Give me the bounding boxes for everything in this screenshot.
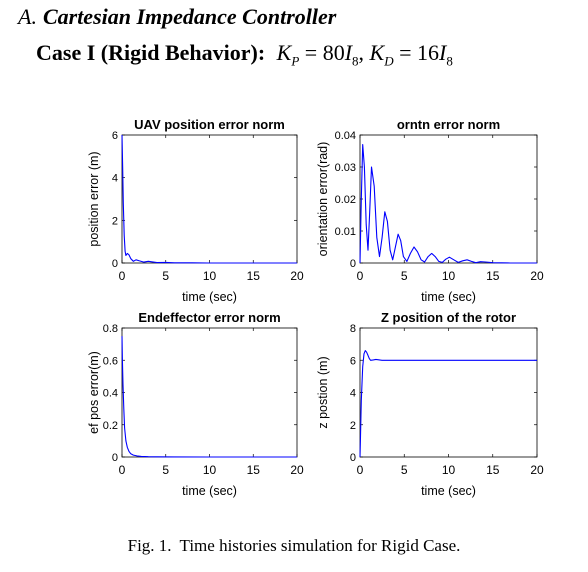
section-number: A.: [18, 4, 37, 29]
series-line: [121, 336, 297, 458]
y-tick-label: 0.4: [103, 388, 118, 400]
y-tick-label: 0.01: [335, 226, 356, 238]
x-tick-label: 0: [357, 463, 364, 477]
section-title: Cartesian Impedance Controller: [42, 4, 337, 29]
case-label: Case I (Rigid Behavior):: [36, 40, 266, 65]
y-axis-label: z postion (m): [316, 356, 330, 428]
y-tick-label: 6: [350, 355, 356, 367]
plot-frame: [121, 134, 298, 264]
x-tick-label: 5: [162, 269, 169, 283]
case-heading: Case I (Rigid Behavior): KP = 80I8, KD =…: [36, 40, 453, 69]
chart-title: UAV position error norm: [134, 117, 285, 132]
chart-title: Z position of the rotor: [381, 310, 516, 325]
x-tick-label: 10: [442, 463, 456, 477]
x-axis-label: time (sec): [182, 484, 237, 498]
y-tick-label: 0.02: [335, 194, 356, 206]
y-tick-label: 0.8: [103, 323, 118, 335]
chart-title: orntn error norm: [397, 117, 500, 132]
series-line: [359, 144, 537, 264]
chart-panel-4: Z position of the rotor 0 5 10 15 20 0 2 4 6 8 time…: [316, 310, 544, 498]
x-tick-label: 15: [247, 463, 261, 477]
y-axis-label: position error (m): [87, 151, 101, 246]
plot-frame: [121, 327, 298, 458]
section-heading: A. Cartesian Impedance Controller: [18, 4, 336, 30]
caption-text: Time histories simulation for Rigid Case…: [179, 536, 461, 555]
x-tick-label: 15: [486, 463, 500, 477]
y-tick-label: 0: [112, 452, 118, 464]
y-tick-label: 8: [350, 323, 356, 335]
y-tick-label: 2: [112, 215, 118, 227]
x-tick-label: 5: [401, 269, 408, 283]
y-tick-label: 0: [112, 258, 118, 270]
chart-title: Endeffector error norm: [138, 310, 280, 325]
figure-caption: Fig. 1. Time histories simulation for Rig…: [0, 536, 588, 556]
x-tick-label: 20: [530, 269, 544, 283]
x-tick-label: 0: [119, 463, 126, 477]
y-tick-label: 0.04: [335, 130, 356, 142]
y-tick-label: 0.6: [103, 355, 118, 367]
x-tick-label: 10: [442, 269, 456, 283]
x-axis-label: time (sec): [421, 484, 476, 498]
x-tick-label: 15: [486, 269, 500, 283]
caption-label: Fig. 1.: [127, 536, 172, 555]
x-axis-label: time (sec): [421, 290, 476, 304]
y-axis-label: ef pos error(m): [87, 351, 101, 434]
y-tick-label: 0: [350, 452, 356, 464]
x-tick-label: 0: [119, 269, 126, 283]
series-line: [359, 350, 537, 458]
chart-panel-3: Endeffector error norm 0 5 10 15 20 0 0.2 0.4 0.6…: [87, 310, 304, 498]
x-tick-label: 15: [247, 269, 261, 283]
x-tick-label: 0: [357, 269, 364, 283]
y-tick-label: 2: [350, 420, 356, 432]
y-tick-label: 0.2: [103, 420, 118, 432]
x-tick-label: 10: [203, 269, 217, 283]
chart-panel-2: orntn error norm 0 5 10 15 20 0 0.01 0.02 0.03 0.0…: [316, 117, 544, 304]
x-axis-label: time (sec): [182, 290, 237, 304]
x-tick-label: 20: [290, 463, 304, 477]
y-tick-label: 0.03: [335, 162, 356, 174]
x-tick-label: 5: [162, 463, 169, 477]
y-tick-label: 0: [350, 258, 356, 270]
y-tick-label: 4: [112, 173, 118, 185]
plot-frame: [359, 134, 538, 264]
x-tick-label: 20: [530, 463, 544, 477]
series-line: [121, 134, 297, 264]
y-axis-label: orientation error(rad): [316, 142, 330, 257]
chart-panel-1: UAV position error norm 0 5 10 15 20 0 2 4 6 time …: [87, 117, 304, 304]
x-tick-label: 20: [290, 269, 304, 283]
case-gains: KP = 80I8, KD = 16I8: [276, 40, 453, 69]
y-tick-label: 4: [350, 388, 356, 400]
x-tick-label: 5: [401, 463, 408, 477]
y-tick-label: 6: [112, 130, 118, 142]
x-tick-label: 10: [203, 463, 217, 477]
plot-frame: [359, 327, 538, 458]
